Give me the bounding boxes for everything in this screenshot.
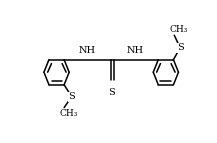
Text: S: S [68, 92, 75, 101]
Text: S: S [108, 88, 115, 97]
Text: NH: NH [127, 46, 144, 55]
Text: S: S [177, 43, 184, 52]
Text: NH: NH [78, 46, 95, 55]
Text: CH₃: CH₃ [169, 25, 188, 34]
Text: CH₃: CH₃ [59, 109, 77, 118]
